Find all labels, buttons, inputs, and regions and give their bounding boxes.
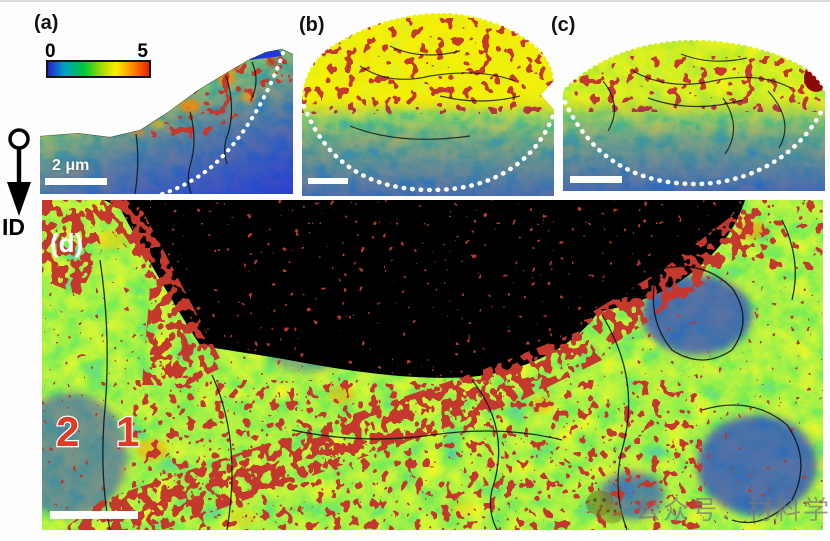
dotted-indent-boundary: [563, 99, 825, 187]
watermark-text: 公众号：材料学网: [635, 494, 830, 525]
indentation-direction-label: ID: [2, 214, 25, 240]
colorbar-max-label: 5: [137, 41, 148, 62]
grain-label-1: 1: [116, 408, 139, 455]
panel-d-label: (d): [50, 228, 83, 258]
scale-bar: [570, 176, 622, 183]
dotted-indent-boundary: [302, 103, 554, 193]
top-border-line: [0, 0, 830, 2]
grain-boundary-lines: [349, 45, 521, 140]
panel-d-map: (d) 2 1: [42, 200, 823, 530]
panel-b-label: (b): [299, 14, 325, 36]
wechat-logo-icon: [586, 490, 623, 524]
grain-boundary-lines: [99, 219, 802, 530]
panel-c-map: [563, 40, 825, 191]
scale-bar: [308, 178, 348, 184]
dotted-map-edge: [563, 40, 825, 94]
surface-profile-line: [40, 49, 293, 138]
colorbar-gradient-bar: [46, 60, 151, 78]
kam-colorbar: 0 5: [44, 42, 154, 78]
watermark: 公众号：材料学网: [583, 486, 830, 530]
scale-bar: [45, 178, 107, 185]
scale-bar: [50, 511, 138, 519]
scale-bar-label: 2 μm: [52, 157, 90, 174]
map-notch: [541, 74, 560, 116]
panel-a-label: (a): [34, 12, 59, 34]
colorbar-min-label: 0: [45, 41, 56, 62]
panel-b-map: [302, 12, 560, 196]
grain-boundary-lines: [602, 53, 792, 155]
panel-c-label: (c): [551, 14, 576, 36]
indentation-direction-marker: [1, 126, 39, 246]
panel-a-map: [40, 49, 293, 194]
indenter-arrow-icon: [7, 128, 31, 216]
dotted-indent-boundary: [160, 51, 285, 194]
non-indexed-speckle: [42, 200, 823, 530]
grain-label-2: 2: [56, 408, 79, 455]
grain-boundary-lines: [134, 61, 257, 194]
